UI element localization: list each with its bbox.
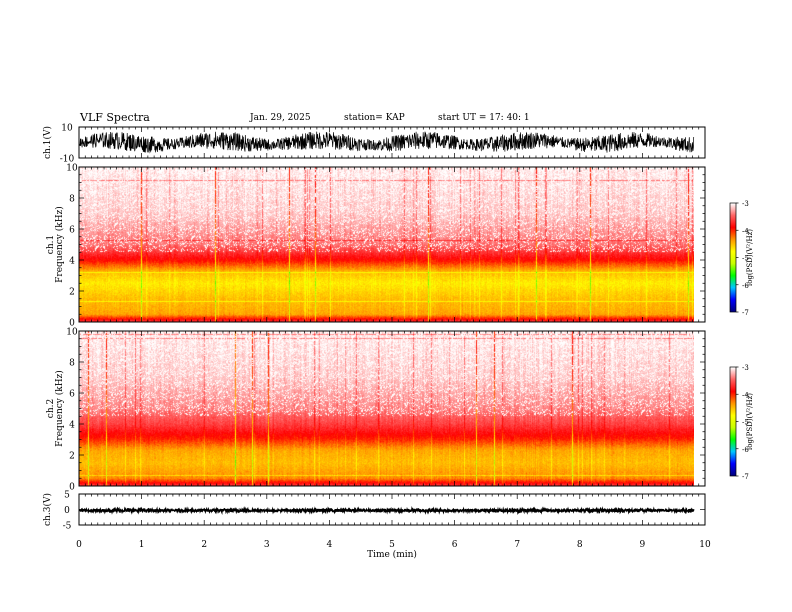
x-tick-label: 2 xyxy=(201,540,207,550)
ch3-waveform-ytick-label: 0 xyxy=(64,506,70,516)
ch3-waveform-ylabel: ch.3(V) xyxy=(42,493,53,526)
x-tick-label: 6 xyxy=(452,540,458,550)
ch2-spectrogram-ytick-label: 4 xyxy=(69,421,75,431)
colorbar-tick-label: -6 xyxy=(742,446,749,454)
colorbar-2 xyxy=(730,367,736,476)
ch2-spectrogram-ytick-label: 10 xyxy=(66,328,78,338)
ch3-waveform-line xyxy=(79,505,695,516)
ch1-spectrogram-ylabel: Frequency (kHz) xyxy=(54,206,65,283)
ch1-spectrogram-ytick-label: 8 xyxy=(69,195,75,205)
colorbar-tick-label: -4 xyxy=(742,227,749,235)
ch1-waveform-ytick-label: -10 xyxy=(60,155,75,165)
colorbar-tick-label: -4 xyxy=(742,391,749,399)
x-tick-label: 10 xyxy=(699,540,711,550)
x-tick-label: 0 xyxy=(76,540,82,550)
ch1-spectrogram-ytick-label: 2 xyxy=(69,288,75,298)
colorbar-tick-label: -7 xyxy=(742,309,749,317)
ch2-spectrogram-image xyxy=(79,331,694,486)
x-axis-label: Time (min) xyxy=(367,549,417,560)
ch1-spectrogram-ytick-label: 0 xyxy=(69,319,75,329)
ch2-spectrogram-ytick-label: 8 xyxy=(69,359,75,369)
x-tick-label: 3 xyxy=(264,540,270,550)
ch1-spectrogram-ytick-label: 10 xyxy=(66,164,78,174)
ch1-waveform-ylabel: ch.1(V) xyxy=(42,126,53,159)
colorbar-1 xyxy=(730,203,736,312)
ch1-spectrogram-ytick-label: 4 xyxy=(69,257,75,267)
x-tick-label: 7 xyxy=(514,540,520,550)
colorbar-tick-label: -5 xyxy=(742,255,749,263)
ch2-spectrogram-ylabel: Frequency (kHz) xyxy=(54,370,65,447)
ch2-spectrogram-ytick-label: 6 xyxy=(69,390,75,400)
x-tick-label: 5 xyxy=(389,540,395,550)
colorbar-tick-label: -6 xyxy=(742,282,749,290)
figure-title: VLF Spectra xyxy=(80,111,150,124)
ch3-waveform-ytick-label: -5 xyxy=(63,522,72,532)
x-tick-label: 1 xyxy=(139,540,145,550)
ch2-spectrogram-ytick-label: 2 xyxy=(69,452,75,462)
x-tick-label: 8 xyxy=(577,540,583,550)
ch2-spectrogram-channel-label: ch.2 xyxy=(46,399,56,418)
recording-date: Jan. 29, 2025 xyxy=(250,113,311,123)
colorbar-tick-label: -7 xyxy=(742,473,749,481)
ch1-spectrogram-image xyxy=(79,167,694,322)
ch2-spectrogram-ytick-label: 0 xyxy=(69,483,75,493)
colorbar-label: log(PSD)(V²/Hz) xyxy=(746,393,754,450)
colorbar-label: log(PSD)(V²/Hz) xyxy=(746,229,754,286)
station-label: station= KAP xyxy=(344,113,405,123)
x-tick-label: 9 xyxy=(640,540,646,550)
ch3-waveform-ytick-label: 5 xyxy=(64,491,70,501)
colorbar-tick-label: -5 xyxy=(742,419,749,427)
ch1-spectrogram-ytick-label: 6 xyxy=(69,226,75,236)
ch1-spectrogram-channel-label: ch.1 xyxy=(46,235,56,254)
start-time-label: start UT = 17: 40: 1 xyxy=(438,113,530,123)
colorbar-tick-label: -3 xyxy=(742,200,749,208)
colorbar-tick-label: -3 xyxy=(742,364,749,372)
x-tick-label: 4 xyxy=(327,540,333,550)
ch1-waveform-ytick-label: 10 xyxy=(61,124,73,134)
ch1-waveform-line xyxy=(79,131,695,154)
